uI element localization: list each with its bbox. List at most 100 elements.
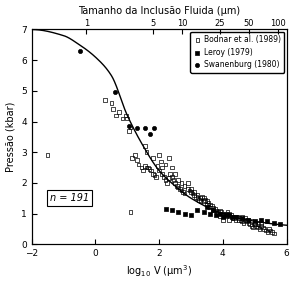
Bodnar et al. (1989) [192, 193, 196, 198]
Bodnar et al. (1989) [178, 187, 182, 191]
Bodnar et al. (1989) [173, 181, 177, 185]
Bodnar et al. (1989) [206, 201, 211, 205]
Bodnar et al. (1989) [265, 230, 270, 234]
Bodnar et al. (1989) [270, 230, 275, 234]
Bodnar et al. (1989) [201, 199, 206, 203]
Bodnar et al. (1989) [214, 211, 219, 216]
Swanenburg (1980) [142, 125, 147, 130]
Bodnar et al. (1989) [255, 225, 260, 230]
Bodnar et al. (1989) [160, 165, 165, 170]
Bodnar et al. (1989) [230, 214, 235, 219]
Bodnar et al. (1989) [259, 223, 263, 228]
Leroy (1979) [208, 211, 212, 216]
Bodnar et al. (1989) [217, 214, 222, 219]
Bodnar et al. (1989) [249, 219, 254, 223]
Leroy (1979) [195, 208, 200, 213]
Bodnar et al. (1989) [136, 162, 141, 167]
Bodnar et al. (1989) [255, 222, 260, 227]
Bodnar et al. (1989) [219, 210, 224, 214]
Bodnar et al. (1989) [127, 129, 131, 133]
Bodnar et al. (1989) [157, 153, 161, 158]
Bodnar et al. (1989) [133, 153, 137, 158]
Bodnar et al. (1989) [214, 208, 219, 213]
Bodnar et al. (1989) [240, 219, 244, 223]
Bodnar et al. (1989) [222, 213, 227, 217]
Swanenburg (1980) [112, 90, 117, 95]
Bodnar et al. (1989) [171, 178, 176, 182]
Bodnar et al. (1989) [142, 164, 147, 168]
Bodnar et al. (1989) [268, 228, 273, 233]
Leroy (1979) [170, 208, 174, 213]
Bodnar et al. (1989) [252, 222, 257, 227]
Bodnar et al. (1989) [165, 181, 169, 185]
Bodnar et al. (1989) [196, 198, 201, 202]
Leroy (1979) [240, 216, 244, 220]
Bodnar et al. (1989) [246, 217, 251, 222]
Bodnar et al. (1989) [160, 171, 165, 176]
Bodnar et al. (1989) [228, 213, 233, 217]
Bodnar et al. (1989) [194, 194, 198, 199]
Bodnar et al. (1989) [254, 223, 259, 228]
Swanenburg (1980) [147, 131, 152, 136]
Bodnar et al. (1989) [195, 196, 200, 200]
Bodnar et al. (1989) [198, 199, 203, 203]
Bodnar et al. (1989) [128, 125, 133, 130]
Bodnar et al. (1989) [130, 156, 135, 161]
Bodnar et al. (1989) [208, 205, 212, 210]
Bodnar et al. (1989) [225, 210, 230, 214]
Bodnar et al. (1989) [125, 116, 130, 121]
Bodnar et al. (1989) [204, 202, 209, 207]
Bodnar et al. (1989) [111, 107, 115, 111]
Bodnar et al. (1989) [117, 110, 122, 115]
Bodnar et al. (1989) [190, 191, 195, 196]
Leroy (1979) [163, 207, 168, 211]
Bodnar et al. (1989) [241, 221, 246, 225]
Leroy (1979) [220, 214, 225, 219]
Leroy (1979) [259, 217, 263, 222]
Bodnar et al. (1989) [271, 231, 276, 236]
Bodnar et al. (1989) [166, 176, 171, 181]
Bodnar et al. (1989) [176, 178, 181, 182]
Bodnar et al. (1989) [217, 208, 222, 213]
Bodnar et al. (1989) [176, 185, 181, 190]
Bodnar et al. (1989) [204, 199, 209, 203]
Legend: Bodnar et al. (1989), Leroy (1979), Swanenburg (1980): Bodnar et al. (1989), Leroy (1979), Swan… [191, 32, 284, 73]
Bodnar et al. (1989) [243, 216, 248, 220]
Bodnar et al. (1989) [232, 216, 236, 220]
Bodnar et al. (1989) [152, 173, 157, 178]
Leroy (1979) [252, 219, 257, 223]
Bodnar et al. (1989) [243, 217, 248, 222]
Bodnar et al. (1989) [189, 190, 193, 194]
Bodnar et al. (1989) [224, 211, 228, 216]
Leroy (1979) [278, 222, 283, 227]
Bodnar et al. (1989) [179, 188, 184, 193]
Bodnar et al. (1989) [149, 168, 153, 173]
Bodnar et al. (1989) [181, 190, 185, 194]
Bodnar et al. (1989) [195, 193, 200, 198]
Bodnar et al. (1989) [170, 165, 174, 170]
Bodnar et al. (1989) [248, 222, 252, 227]
Bodnar et al. (1989) [139, 165, 144, 170]
Leroy (1979) [246, 217, 251, 222]
Leroy (1979) [211, 208, 216, 213]
Bodnar et al. (1989) [120, 116, 125, 121]
Swanenburg (1980) [77, 49, 82, 53]
Bodnar et al. (1989) [230, 216, 235, 220]
Bodnar et al. (1989) [150, 171, 155, 176]
Bodnar et al. (1989) [109, 101, 114, 105]
Bodnar et al. (1989) [170, 174, 174, 179]
Leroy (1979) [217, 211, 222, 216]
Bodnar et al. (1989) [182, 191, 187, 196]
Leroy (1979) [233, 214, 238, 219]
Bodnar et al. (1989) [235, 214, 240, 219]
Bodnar et al. (1989) [267, 227, 271, 231]
Bodnar et al. (1989) [246, 221, 251, 225]
Y-axis label: Pressão (kbar): Pressão (kbar) [6, 102, 16, 172]
Text: n = 191: n = 191 [50, 193, 89, 203]
Leroy (1979) [271, 221, 276, 225]
Bodnar et al. (1989) [240, 214, 244, 219]
Bodnar et al. (1989) [200, 194, 204, 199]
Bodnar et al. (1989) [198, 196, 203, 200]
X-axis label: log$_{10}$ V (μm$^3$): log$_{10}$ V (μm$^3$) [126, 264, 192, 280]
Bodnar et al. (1989) [157, 168, 161, 173]
